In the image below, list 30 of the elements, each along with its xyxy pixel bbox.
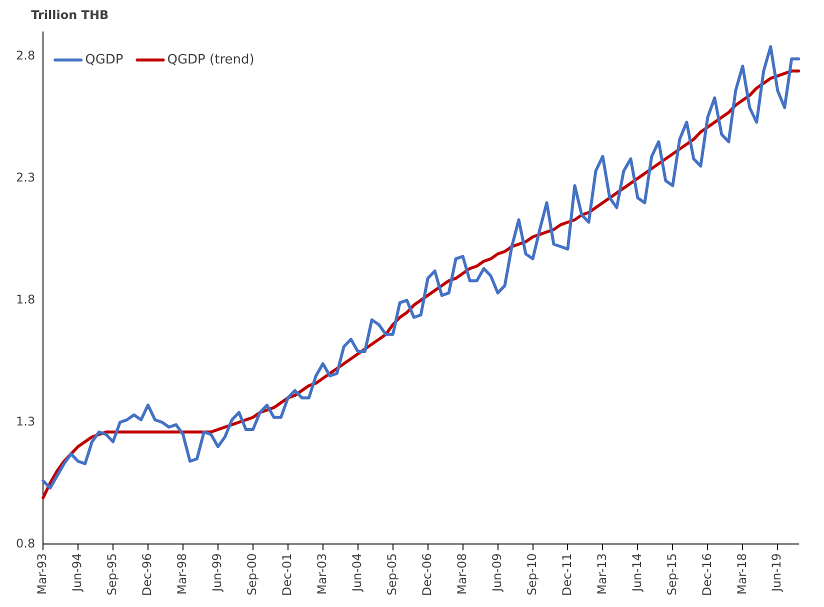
legend-label: QGDP (trend) (167, 52, 254, 68)
x-tick-label: Mar-13 (594, 553, 609, 595)
x-tick-label: Mar-08 (454, 553, 469, 595)
x-tick-label: Jun-99 (210, 553, 224, 593)
x-tick-label: Dec-11 (560, 553, 574, 596)
x-tick-label: Jun-04 (350, 553, 364, 593)
x-tick-label: Jun-14 (630, 553, 644, 593)
legend-label: QGDP (85, 52, 124, 68)
x-tick-label: Dec-16 (700, 553, 714, 596)
x-tick-label: Mar-03 (315, 553, 330, 595)
x-tick-label: Sep-00 (245, 553, 260, 596)
y-tick-label: 2.3 (16, 170, 36, 184)
y-axis-title: Trillion THB (31, 8, 109, 22)
y-tick-label: 1.3 (16, 414, 36, 428)
x-tick-label: Sep-15 (664, 553, 679, 596)
x-tick-label: Mar-93 (35, 553, 50, 595)
x-tick-label: Sep-05 (384, 553, 399, 596)
y-tick-label: 1.8 (16, 292, 36, 306)
x-tick-label: Jun-94 (70, 553, 84, 593)
x-tick-label: Dec-01 (280, 553, 294, 596)
x-tick-label: Jun-19 (770, 553, 784, 593)
x-tick-label: Mar-18 (734, 553, 749, 595)
x-tick-label: Mar-98 (175, 553, 190, 595)
x-tick-label: Sep-10 (524, 553, 539, 596)
x-tick-label: Dec-96 (140, 553, 154, 596)
x-tick-label: Jun-09 (490, 553, 504, 593)
y-tick-label: 0.8 (16, 536, 36, 550)
x-tick-label: Dec-06 (420, 553, 434, 596)
y-tick-label: 2.8 (16, 48, 36, 63)
x-tick-label: Sep-95 (105, 553, 120, 596)
